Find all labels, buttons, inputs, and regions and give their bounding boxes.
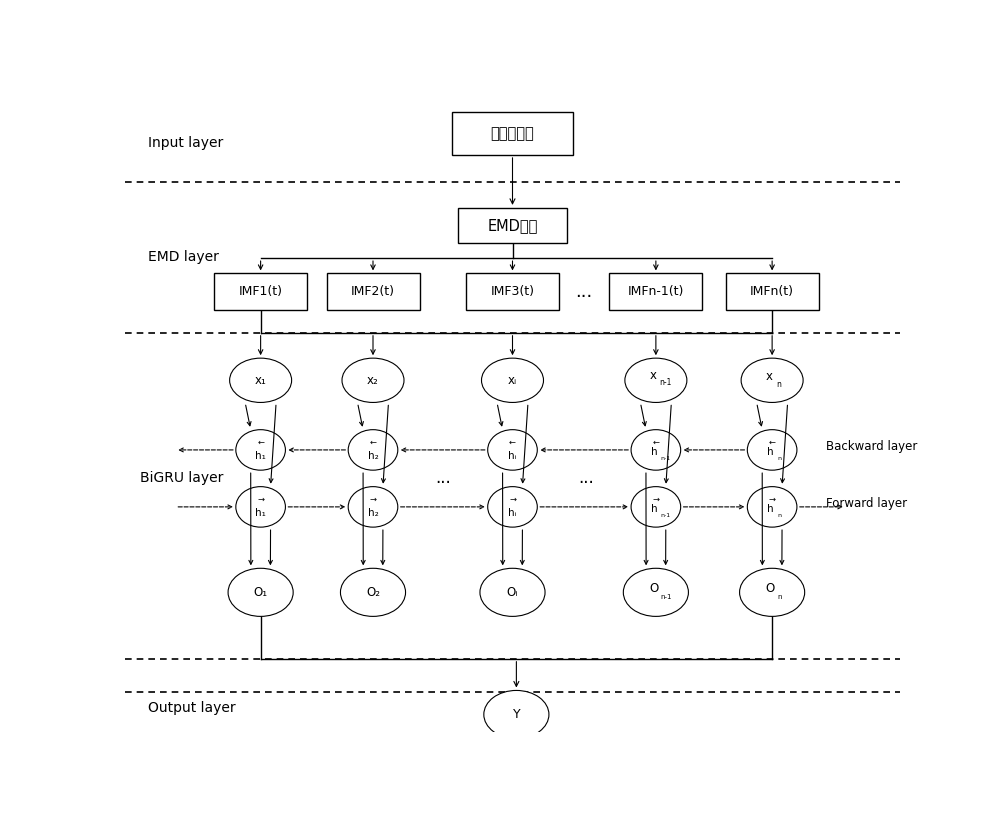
Text: h₁: h₁ [255, 508, 266, 518]
Text: IMFn(t): IMFn(t) [750, 285, 794, 298]
Text: IMF2(t): IMF2(t) [351, 285, 395, 298]
Text: ←: ← [769, 438, 776, 447]
Text: Forward layer: Forward layer [826, 497, 908, 510]
Ellipse shape [228, 568, 293, 616]
FancyBboxPatch shape [326, 274, 420, 310]
Text: h₂: h₂ [368, 451, 378, 461]
Text: n-1: n-1 [660, 593, 672, 600]
Text: →: → [652, 495, 659, 504]
Text: x: x [766, 370, 773, 383]
Ellipse shape [484, 690, 549, 738]
Text: O₂: O₂ [366, 586, 380, 599]
Ellipse shape [625, 358, 687, 403]
Ellipse shape [623, 568, 688, 616]
Text: ...: ... [435, 469, 451, 487]
Text: Output layer: Output layer [148, 700, 236, 714]
FancyBboxPatch shape [452, 112, 573, 155]
Text: hᵢ: hᵢ [508, 451, 517, 461]
Ellipse shape [482, 358, 544, 403]
Text: ←: ← [652, 438, 659, 447]
Ellipse shape [348, 487, 398, 527]
Text: x₁: x₁ [255, 374, 267, 387]
FancyBboxPatch shape [458, 208, 567, 242]
Text: h₁: h₁ [255, 451, 266, 461]
FancyBboxPatch shape [726, 274, 819, 310]
Text: h: h [767, 505, 774, 515]
Text: →: → [769, 495, 776, 504]
Text: Y: Y [513, 708, 520, 721]
Ellipse shape [340, 568, 406, 616]
Text: O: O [649, 582, 658, 595]
Ellipse shape [230, 358, 292, 403]
Ellipse shape [348, 430, 398, 470]
Ellipse shape [236, 487, 285, 527]
Text: →: → [370, 495, 376, 504]
Text: Input layer: Input layer [148, 136, 224, 150]
Text: →: → [509, 495, 516, 504]
Ellipse shape [740, 568, 805, 616]
Ellipse shape [488, 430, 537, 470]
Text: n: n [778, 455, 782, 460]
Ellipse shape [631, 430, 681, 470]
Text: n: n [778, 593, 782, 600]
Text: Oᵢ: Oᵢ [507, 586, 518, 599]
Text: n: n [778, 513, 782, 518]
Text: ←: ← [509, 438, 516, 447]
Ellipse shape [741, 358, 803, 403]
Ellipse shape [631, 487, 681, 527]
Text: x₂: x₂ [367, 374, 379, 387]
Text: EMD layer: EMD layer [148, 250, 219, 264]
Text: BiGRU layer: BiGRU layer [140, 471, 224, 486]
Text: ...: ... [576, 283, 593, 301]
Text: n: n [776, 380, 781, 389]
Text: ←: ← [370, 438, 376, 447]
Text: Backward layer: Backward layer [826, 441, 918, 453]
Text: n-1: n-1 [660, 455, 670, 460]
Ellipse shape [747, 430, 797, 470]
Ellipse shape [342, 358, 404, 403]
Text: O: O [765, 582, 774, 595]
FancyBboxPatch shape [609, 274, 702, 310]
Text: hᵢ: hᵢ [508, 508, 517, 518]
Text: n-1: n-1 [659, 378, 671, 387]
Text: h₂: h₂ [368, 508, 378, 518]
Text: IMF3(t): IMF3(t) [490, 285, 534, 298]
Text: h: h [651, 505, 658, 515]
Text: ...: ... [578, 469, 594, 487]
Text: xᵢ: xᵢ [508, 374, 517, 387]
Text: n-1: n-1 [660, 513, 670, 518]
Ellipse shape [747, 487, 797, 527]
Text: →: → [257, 495, 264, 504]
Ellipse shape [480, 568, 545, 616]
Text: h: h [767, 447, 774, 458]
Text: x: x [649, 369, 656, 381]
Text: IMF1(t): IMF1(t) [239, 285, 283, 298]
Text: EMD分解: EMD分解 [487, 218, 538, 233]
Text: h: h [651, 447, 658, 458]
Text: O₁: O₁ [254, 586, 268, 599]
Ellipse shape [236, 430, 285, 470]
FancyBboxPatch shape [214, 274, 307, 310]
Text: 地震动数据: 地震动数据 [491, 126, 534, 141]
Ellipse shape [488, 487, 537, 527]
FancyBboxPatch shape [466, 274, 559, 310]
Text: ←: ← [257, 438, 264, 447]
Text: IMFn-1(t): IMFn-1(t) [628, 285, 684, 298]
